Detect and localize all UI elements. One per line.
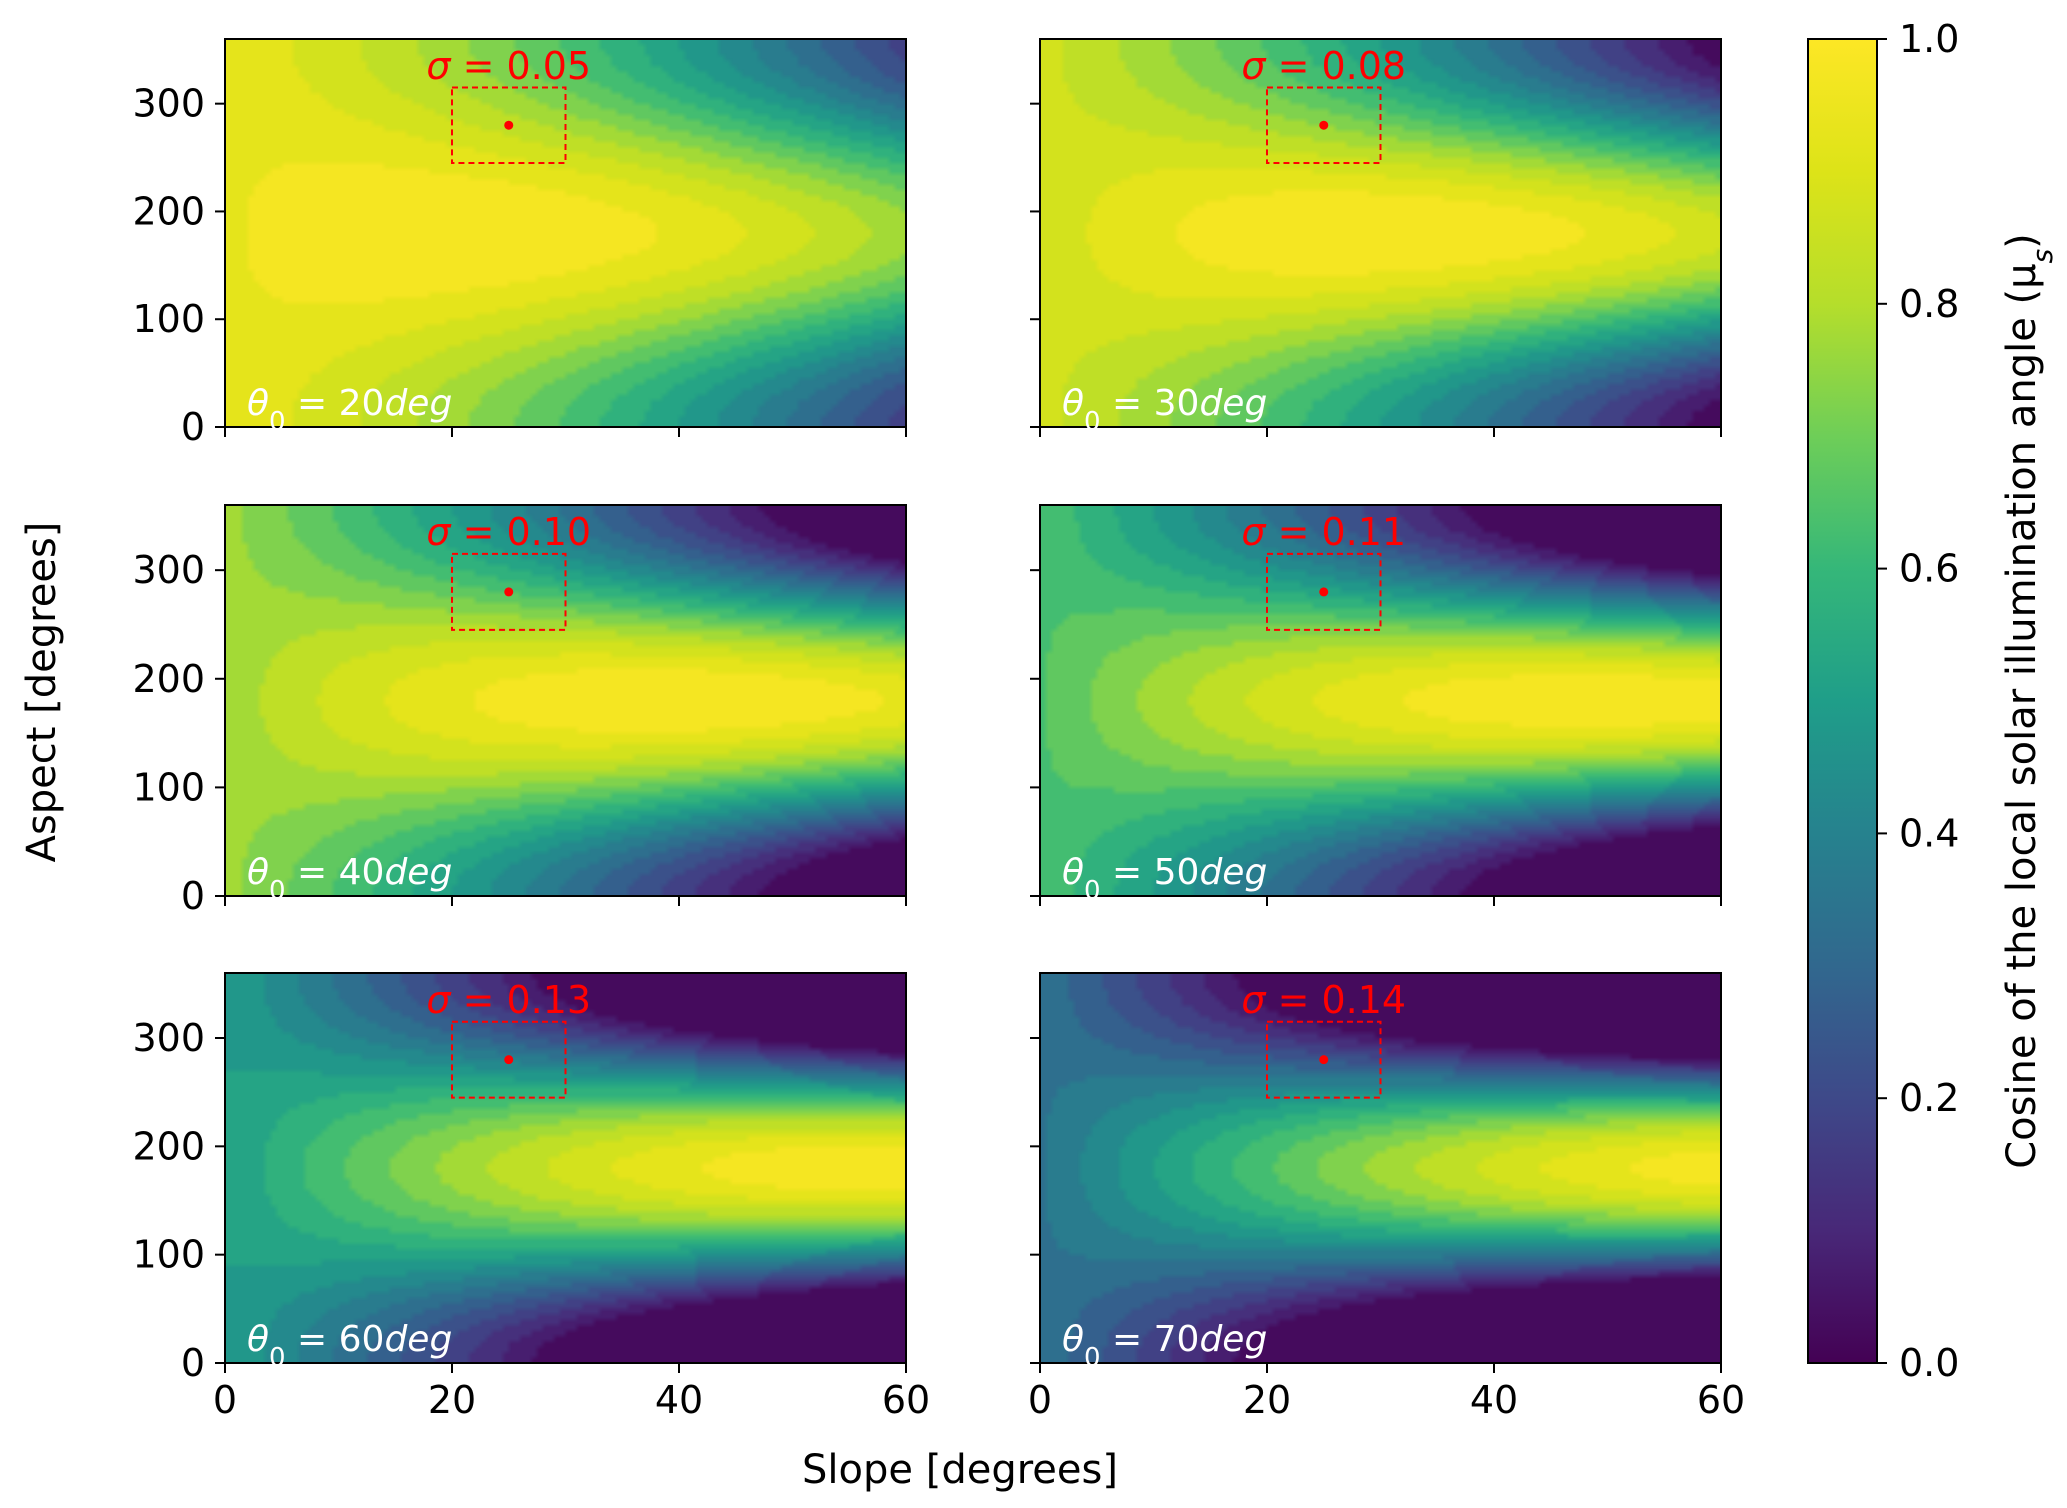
- sample-point: [504, 587, 514, 597]
- y-tick-label: 300: [132, 548, 205, 592]
- colorbar-tick-label: 0.4: [1899, 811, 1959, 855]
- colorbar-tick-label: 1.0: [1899, 17, 1959, 61]
- y-tick-label: 0: [181, 405, 205, 449]
- theta-label: θ0 = 60deg: [247, 1319, 452, 1373]
- x-tick-label: 0: [1028, 1378, 1052, 1422]
- x-tick-label: 40: [655, 1378, 703, 1422]
- y-tick-label: 200: [132, 189, 205, 233]
- sample-box: [451, 86, 567, 164]
- x-tick-label: 60: [1697, 1378, 1745, 1422]
- panel-frame: [224, 504, 907, 897]
- sample-box: [451, 1020, 567, 1099]
- theta-label: θ0 = 70deg: [1062, 1319, 1267, 1373]
- y-tick-label: 100: [132, 1233, 205, 1277]
- colorbar-tick-label: 0.0: [1899, 1341, 1959, 1385]
- x-tick-label: 0: [213, 1378, 237, 1422]
- colorbar-title: Cosine of the local solar illumination a…: [1999, 233, 2059, 1169]
- panel-6: 0 20 40 60 σ = 0.14 θ0 = 70deg: [1028, 972, 1745, 1422]
- panel-3: 0 100 200 300 σ = 0.10 θ0 = 40deg: [132, 504, 907, 918]
- y-tick-label: 0: [181, 1341, 205, 1385]
- sample-point: [504, 1055, 514, 1065]
- y-tick-label: 200: [132, 1124, 205, 1168]
- colorbar-tick-label: 0.2: [1899, 1076, 1959, 1120]
- sample-box: [1266, 86, 1382, 164]
- x-tick-label: 40: [1470, 1378, 1518, 1422]
- colorbar: 0.0 0.2 0.4 0.6 0.8 1.0 Cosine of the local s…: [1807, 17, 2059, 1385]
- x-tick-label: 60: [882, 1378, 930, 1422]
- heatmap: [225, 39, 906, 427]
- theta-label: θ0 = 50deg: [1062, 852, 1267, 906]
- sigma-label: σ = 0.10: [426, 510, 591, 554]
- y-tick-label: 100: [132, 765, 205, 809]
- panel-frame: [224, 38, 907, 428]
- sigma-label: σ = 0.08: [1241, 44, 1406, 88]
- sigma-label: σ = 0.13: [426, 978, 591, 1022]
- sample-point: [1319, 1055, 1329, 1065]
- sigma-label: σ = 0.11: [1241, 510, 1406, 554]
- sample-point: [504, 120, 514, 130]
- theta-label: θ0 = 40deg: [247, 852, 452, 906]
- colorbar-ticks: 0.0 0.2 0.4 0.6 0.8 1.0: [1877, 17, 1959, 1385]
- theta-label: θ0 = 20deg: [247, 383, 452, 437]
- panel-frame: [224, 972, 907, 1364]
- heatmap: [1040, 973, 1721, 1363]
- y-tick-label: 300: [132, 82, 205, 126]
- heatmap: [1040, 505, 1721, 896]
- y-tick-label: 300: [132, 1016, 205, 1060]
- panel-frame: [1039, 972, 1722, 1364]
- panel-5: 0 20 40 60 0 100 200 300 σ = 0.13 θ0 = 60deg: [132, 972, 930, 1422]
- y-tick-label: 100: [132, 297, 205, 341]
- y-tick-label: 0: [181, 874, 205, 918]
- theta-label: θ0 = 30deg: [1062, 383, 1267, 437]
- x-tick-label: 20: [1243, 1378, 1291, 1422]
- y-axis-title: Aspect [degrees]: [19, 522, 65, 863]
- sigma-label: σ = 0.14: [1241, 978, 1406, 1022]
- panel-frame: [1039, 38, 1722, 428]
- colorbar-title-close: ): [1999, 233, 2045, 249]
- colorbar-gradient: [1807, 38, 1878, 1364]
- sigma-label: σ = 0.05: [426, 44, 591, 88]
- panel-1: 0 100 200 300 σ = 0.05 θ0 = 20deg: [132, 38, 907, 449]
- x-tick-label: 20: [428, 1378, 476, 1422]
- colorbar-title-main: Cosine of the local solar illumination a…: [1999, 263, 2045, 1168]
- x-axis-title: Slope [degrees]: [802, 1447, 1118, 1493]
- sample-box: [1266, 552, 1382, 631]
- sample-point: [1319, 587, 1329, 597]
- heatmap: [225, 505, 906, 896]
- colorbar-title-sub: s: [2026, 249, 2059, 264]
- heatmap: [1040, 39, 1721, 427]
- panel-frame: [1039, 504, 1722, 897]
- y-tick-label: 200: [132, 657, 205, 701]
- heatmap: [225, 973, 906, 1363]
- sample-box: [451, 552, 567, 631]
- colorbar-tick-label: 0.8: [1899, 282, 1959, 326]
- colorbar-tick-label: 0.6: [1899, 547, 1959, 591]
- panel-4: σ = 0.11 θ0 = 50deg: [1030, 504, 1722, 906]
- panel-2: σ = 0.08 θ0 = 30deg: [1030, 38, 1722, 437]
- sample-point: [1319, 120, 1329, 130]
- sample-box: [1266, 1020, 1382, 1099]
